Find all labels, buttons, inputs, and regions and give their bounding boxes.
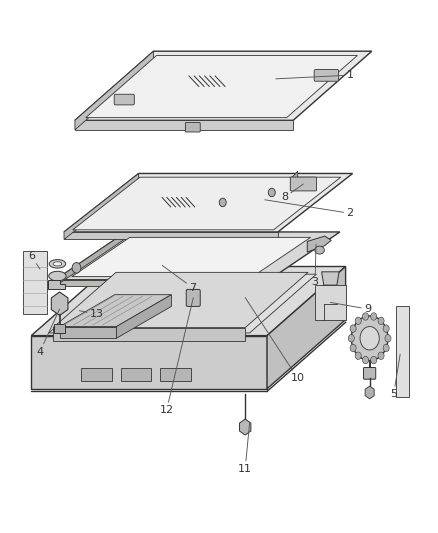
Ellipse shape [49,271,66,281]
Polygon shape [75,120,293,130]
Polygon shape [73,177,341,230]
Polygon shape [267,266,346,389]
Circle shape [371,313,377,320]
Polygon shape [86,55,357,118]
Polygon shape [75,51,153,130]
Polygon shape [64,173,139,239]
Circle shape [378,352,384,359]
FancyBboxPatch shape [114,94,134,105]
Polygon shape [49,274,316,333]
Polygon shape [60,295,171,327]
Circle shape [72,263,81,273]
Polygon shape [60,327,117,338]
Polygon shape [396,306,409,397]
Ellipse shape [315,246,325,254]
Text: 2: 2 [265,200,353,219]
Circle shape [378,317,384,325]
Text: 8: 8 [281,184,304,203]
Polygon shape [291,171,298,190]
Circle shape [355,352,361,359]
Text: 11: 11 [238,423,252,473]
Polygon shape [160,368,191,381]
Polygon shape [121,368,151,381]
Circle shape [350,325,356,332]
Polygon shape [55,232,126,286]
Ellipse shape [53,262,62,266]
Circle shape [371,357,377,364]
Polygon shape [72,237,311,277]
FancyBboxPatch shape [290,177,317,191]
Circle shape [383,344,389,352]
Polygon shape [31,336,267,389]
Polygon shape [64,232,278,239]
Polygon shape [22,251,46,314]
FancyBboxPatch shape [185,123,200,132]
Polygon shape [55,232,340,280]
Polygon shape [48,280,65,289]
Circle shape [360,327,379,350]
FancyBboxPatch shape [364,368,376,379]
Polygon shape [53,272,308,328]
FancyBboxPatch shape [54,325,65,334]
Polygon shape [31,266,346,336]
Text: 7: 7 [162,265,196,293]
Circle shape [363,313,369,320]
Circle shape [363,357,369,364]
Circle shape [348,335,354,342]
Circle shape [385,335,391,342]
Polygon shape [53,328,245,341]
Polygon shape [307,236,331,252]
Text: 12: 12 [159,298,193,415]
Text: 13: 13 [79,309,104,319]
Polygon shape [75,51,372,120]
Text: 6: 6 [28,251,40,269]
Circle shape [268,188,276,197]
Circle shape [350,344,356,352]
Text: 1: 1 [276,70,353,80]
Polygon shape [55,280,269,286]
Circle shape [351,316,388,361]
Text: 10: 10 [245,297,304,383]
Circle shape [383,325,389,332]
Circle shape [355,317,361,325]
Polygon shape [81,368,112,381]
Ellipse shape [49,260,66,268]
FancyBboxPatch shape [314,69,339,81]
Polygon shape [315,285,346,320]
FancyBboxPatch shape [186,289,200,306]
Polygon shape [64,173,353,232]
Polygon shape [117,295,171,338]
Text: 4: 4 [36,309,60,357]
Text: 9: 9 [330,302,371,314]
Text: 3: 3 [311,244,318,287]
Polygon shape [321,272,339,285]
Text: 5: 5 [390,354,400,399]
Circle shape [219,198,226,207]
